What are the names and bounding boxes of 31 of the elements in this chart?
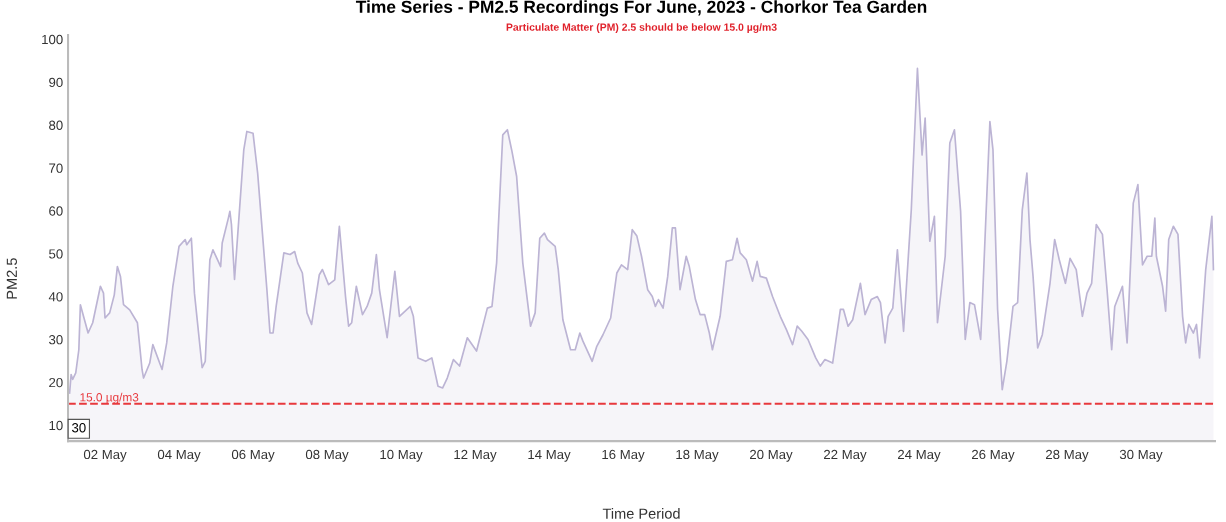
- x-tick-label: 18 May: [676, 449, 719, 462]
- y-tick-label: 100: [42, 34, 63, 45]
- y-tick-label: 40: [48, 292, 63, 302]
- x-tick-label: 16 May: [602, 449, 645, 462]
- y-tick-label: 50: [49, 249, 63, 259]
- x-tick-label: 12 May: [454, 449, 497, 462]
- x-tick-label: 26 May: [972, 449, 1015, 462]
- annotation: 30: [71, 423, 86, 433]
- x-tick-label: 04 May: [157, 449, 201, 462]
- x-tick-label: 20 May: [750, 449, 793, 462]
- x-tick-label: 08 May: [305, 449, 349, 462]
- x-tick-label: 30 May: [1119, 449, 1163, 462]
- y-tick-label: 80: [49, 120, 63, 130]
- y-tick-label: 70: [49, 163, 63, 173]
- x-tick-label: 06 May: [231, 449, 275, 462]
- y-tick-label: 10: [49, 420, 63, 431]
- y-tick-label: 20: [49, 377, 63, 388]
- x-tick-label: 22 May: [824, 449, 867, 462]
- x-tick-label: 10 May: [380, 449, 423, 462]
- x-tick-label: 24 May: [898, 449, 941, 462]
- chart-subtitle: Particulate Matter (PM) 2.5 should be below 15.0 µg/m3: [506, 23, 777, 33]
- ref-line-label: 15.0 µg/m3: [80, 392, 139, 404]
- x-axis-title: Time Period: [602, 508, 680, 519]
- y-tick-label: 90: [49, 77, 63, 88]
- x-tick-label: 02 May: [83, 449, 127, 462]
- y-tick-label: 60: [49, 206, 63, 216]
- y-axis-title: PM2.5: [6, 258, 17, 299]
- y-tick-label: 30: [49, 335, 63, 345]
- x-tick-label: 28 May: [1046, 449, 1089, 462]
- chart-title: Time Series - PM2.5 Recordings For June, 2023 - Chorkor Tea Garden: [355, 0, 927, 17]
- x-tick-label: 14 May: [528, 449, 571, 462]
